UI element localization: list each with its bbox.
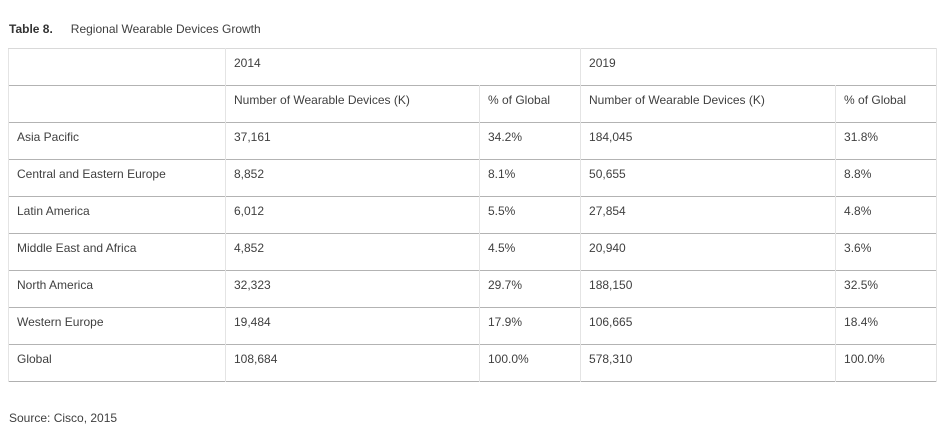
- devices-2014-cell: 4,852: [225, 233, 480, 271]
- table-number-label: Table 8.: [9, 22, 53, 36]
- pct-2019-cell: 4.8%: [835, 196, 938, 234]
- pct-2014-cell: 4.5%: [478, 233, 582, 271]
- devices-2019-cell: 106,665: [580, 307, 837, 345]
- table-row: Latin America 6,012 5.5% 27,854 4.8%: [8, 196, 938, 234]
- region-cell: Western Europe: [8, 307, 226, 345]
- pct-2019-cell: 32.5%: [835, 270, 938, 308]
- table-row: Asia Pacific 37,161 34.2% 184,045 31.8%: [8, 122, 938, 160]
- source-note: Source: Cisco, 2015: [9, 411, 118, 425]
- table-row: Global 108,684 100.0% 578,310 100.0%: [8, 344, 938, 382]
- column-header-row: Number of Wearable Devices (K) % of Glob…: [8, 85, 938, 123]
- devices-2014-cell: 6,012: [225, 196, 480, 234]
- devices-2014-cell: 32,323: [225, 270, 480, 308]
- column-header-pct-2019: % of Global: [835, 85, 938, 123]
- devices-2019-cell: 20,940: [580, 233, 837, 271]
- region-cell: Middle East and Africa: [8, 233, 226, 271]
- devices-2014-cell: 19,484: [225, 307, 480, 345]
- year-header-2019: 2019: [580, 48, 938, 86]
- pct-2014-cell: 17.9%: [478, 307, 582, 345]
- devices-2019-cell: 50,655: [580, 159, 837, 197]
- corner-cell: [8, 85, 226, 123]
- pct-2014-cell: 34.2%: [478, 122, 582, 160]
- region-cell: Asia Pacific: [8, 122, 226, 160]
- wearable-devices-table: 2014 2019 Number of Wearable Devices (K)…: [8, 48, 938, 382]
- region-cell: Central and Eastern Europe: [8, 159, 226, 197]
- column-header-devices-2019: Number of Wearable Devices (K): [580, 85, 837, 123]
- column-header-devices-2014: Number of Wearable Devices (K): [225, 85, 480, 123]
- table-row: Middle East and Africa 4,852 4.5% 20,940…: [8, 233, 938, 271]
- region-cell: North America: [8, 270, 226, 308]
- table-row: North America 32,323 29.7% 188,150 32.5%: [8, 270, 938, 308]
- devices-2019-cell: 578,310: [580, 344, 837, 382]
- year-header-2014: 2014: [224, 48, 582, 86]
- pct-2019-cell: 100.0%: [835, 344, 938, 382]
- column-header-pct-2014: % of Global: [478, 85, 582, 123]
- devices-2014-cell: 8,852: [225, 159, 480, 197]
- table-title-text: Regional Wearable Devices Growth: [70, 22, 261, 36]
- corner-cell: [8, 48, 226, 86]
- pct-2019-cell: 18.4%: [835, 307, 938, 345]
- pct-2014-cell: 8.1%: [478, 159, 582, 197]
- pct-2014-cell: 100.0%: [478, 344, 582, 382]
- devices-2014-cell: 108,684: [225, 344, 480, 382]
- year-header-row: 2014 2019: [8, 48, 938, 86]
- region-cell: Latin America: [8, 196, 226, 234]
- devices-2019-cell: 184,045: [580, 122, 837, 160]
- pct-2014-cell: 5.5%: [478, 196, 582, 234]
- devices-2019-cell: 27,854: [580, 196, 837, 234]
- table-title: Table 8. Regional Wearable Devices Growth: [9, 22, 261, 36]
- pct-2019-cell: 3.6%: [835, 233, 938, 271]
- table-row: Central and Eastern Europe 8,852 8.1% 50…: [8, 159, 938, 197]
- table-row: Western Europe 19,484 17.9% 106,665 18.4…: [8, 307, 938, 345]
- pct-2014-cell: 29.7%: [478, 270, 582, 308]
- devices-2019-cell: 188,150: [580, 270, 837, 308]
- region-cell: Global: [8, 344, 226, 382]
- devices-2014-cell: 37,161: [225, 122, 480, 160]
- pct-2019-cell: 31.8%: [835, 122, 938, 160]
- pct-2019-cell: 8.8%: [835, 159, 938, 197]
